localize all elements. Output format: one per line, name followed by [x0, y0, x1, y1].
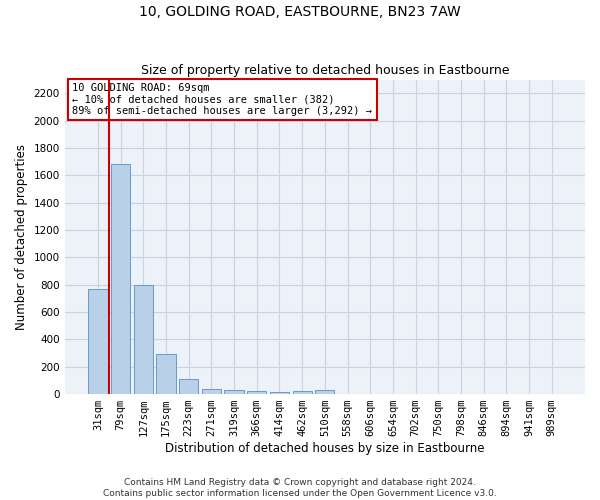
- Text: Contains HM Land Registry data © Crown copyright and database right 2024.
Contai: Contains HM Land Registry data © Crown c…: [103, 478, 497, 498]
- X-axis label: Distribution of detached houses by size in Eastbourne: Distribution of detached houses by size …: [165, 442, 485, 455]
- Title: Size of property relative to detached houses in Eastbourne: Size of property relative to detached ho…: [140, 64, 509, 77]
- Text: 10, GOLDING ROAD, EASTBOURNE, BN23 7AW: 10, GOLDING ROAD, EASTBOURNE, BN23 7AW: [139, 5, 461, 19]
- Text: 10 GOLDING ROAD: 69sqm
← 10% of detached houses are smaller (382)
89% of semi-de: 10 GOLDING ROAD: 69sqm ← 10% of detached…: [73, 82, 373, 116]
- Bar: [179, 379, 199, 394]
- Bar: [224, 390, 244, 394]
- Y-axis label: Number of detached properties: Number of detached properties: [15, 144, 28, 330]
- Bar: [111, 164, 130, 394]
- Bar: [293, 392, 312, 394]
- Bar: [247, 391, 266, 394]
- Bar: [134, 284, 153, 394]
- Bar: [88, 289, 107, 394]
- Bar: [157, 354, 176, 394]
- Bar: [270, 392, 289, 394]
- Bar: [202, 390, 221, 394]
- Bar: [315, 390, 334, 394]
